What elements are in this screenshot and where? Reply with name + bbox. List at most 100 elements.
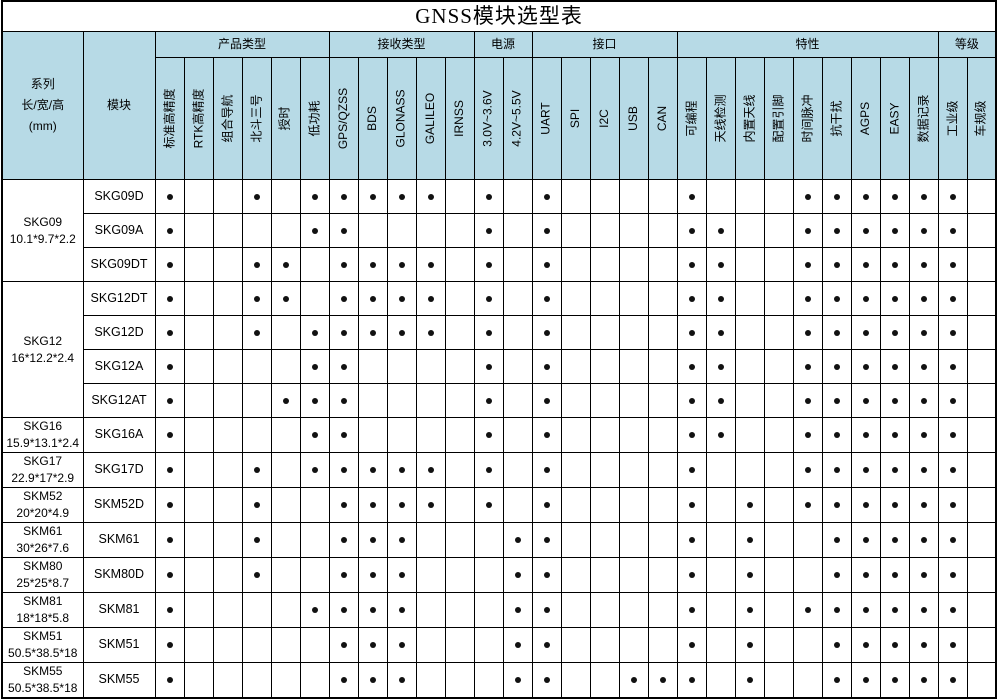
mark-cell	[734, 452, 765, 488]
mark-cell	[357, 417, 388, 453]
mark-dot-icon	[804, 467, 811, 474]
mark-cell	[183, 487, 214, 523]
column-header-wrap: 工业级	[939, 58, 967, 179]
mark-cell	[531, 627, 562, 663]
column-header-cell: 抗干扰	[821, 57, 852, 180]
mark-cell	[270, 662, 301, 699]
mark-cell	[821, 179, 852, 214]
mark-dot-icon	[746, 537, 753, 544]
mark-dot-icon	[485, 502, 492, 509]
mark-dot-icon	[949, 677, 956, 684]
column-header-cell: EASY	[879, 57, 910, 180]
mark-dot-icon	[833, 261, 840, 268]
mark-cell	[560, 349, 591, 384]
mark-cell	[299, 592, 330, 628]
mark-dot-icon	[891, 502, 898, 509]
mark-cell	[618, 281, 649, 316]
module-cell: SKG09A	[82, 213, 156, 248]
column-header-label: BDS	[365, 106, 379, 131]
series-cell: SKG17 22.9*17*2.9	[1, 452, 84, 488]
mark-cell	[879, 522, 910, 558]
module-cell: SKM55	[82, 662, 156, 699]
mark-cell	[937, 662, 968, 699]
mark-dot-icon	[485, 363, 492, 370]
mark-cell	[241, 281, 272, 316]
module-row: SKM51 50.5*38.5*18 SKM51	[1, 627, 997, 663]
mark-cell	[676, 592, 707, 628]
mark-cell	[821, 417, 852, 453]
series-name: SKG12	[23, 333, 63, 348]
mark-cell	[879, 213, 910, 248]
column-header-cell: AGPS	[850, 57, 881, 180]
series-cell: SKG12 16*12.2*2.4	[1, 281, 84, 418]
mark-dot-icon	[398, 677, 405, 684]
mark-dot-icon	[891, 572, 898, 579]
mark-cell	[618, 179, 649, 214]
mark-cell	[328, 452, 359, 488]
mark-cell	[241, 592, 272, 628]
mark-cell	[821, 592, 852, 628]
mark-cell	[386, 662, 417, 699]
mark-cell	[328, 417, 359, 453]
mark-cell	[560, 627, 591, 663]
mark-cell	[792, 487, 823, 523]
mark-cell	[705, 627, 736, 663]
column-header-label: UART	[539, 102, 554, 135]
mark-cell	[966, 557, 997, 593]
mark-cell	[531, 452, 562, 488]
mark-dot-icon	[833, 432, 840, 439]
mark-cell	[850, 522, 881, 558]
mark-cell	[676, 417, 707, 453]
mark-dot-icon	[340, 397, 347, 404]
mark-cell	[792, 349, 823, 384]
mark-cell	[183, 662, 214, 699]
column-header-label: GPS/QZSS	[336, 87, 351, 150]
mark-cell	[589, 627, 620, 663]
mark-cell	[908, 592, 939, 628]
series-cell: SKM80 25*25*8.7	[1, 557, 84, 593]
mark-cell	[415, 487, 446, 523]
mark-dot-icon	[688, 363, 695, 370]
column-header-cell: GLONASS	[386, 57, 417, 180]
mark-cell	[589, 557, 620, 593]
mark-dot-icon	[920, 432, 927, 439]
column-header-wrap: 3.0V~3.6V	[475, 58, 503, 179]
mark-cell	[386, 281, 417, 316]
mark-dot-icon	[862, 261, 869, 268]
module-header-cell: 模块	[82, 31, 156, 180]
column-header-cell: 可编程	[676, 57, 707, 180]
column-header-cell: 内置天线	[734, 57, 765, 180]
mark-cell	[966, 417, 997, 453]
mark-dot-icon	[688, 193, 695, 200]
column-header-cell: 低功耗	[299, 57, 330, 180]
column-group-label: 产品类型	[154, 31, 330, 58]
mark-cell	[734, 592, 765, 628]
mark-dot-icon	[398, 261, 405, 268]
mark-cell	[734, 179, 765, 214]
mark-dot-icon	[543, 432, 550, 439]
column-group-label: 接收类型	[328, 31, 475, 58]
mark-cell	[734, 627, 765, 663]
column-header-wrap: 可编程	[678, 58, 706, 179]
mark-dot-icon	[543, 607, 550, 614]
column-header-wrap: 内置天线	[736, 58, 764, 179]
mark-dot-icon	[485, 467, 492, 474]
mark-dot-icon	[891, 607, 898, 614]
mark-cell	[212, 179, 243, 214]
mark-cell	[647, 522, 678, 558]
column-header-wrap: 组合导航	[214, 58, 242, 179]
mark-dot-icon	[920, 329, 927, 336]
column-header-cell: I2C	[589, 57, 620, 180]
mark-dot-icon	[949, 193, 956, 200]
mark-cell	[618, 213, 649, 248]
mark-dot-icon	[688, 572, 695, 579]
mark-cell	[241, 662, 272, 699]
mark-dot-icon	[427, 261, 434, 268]
mark-dot-icon	[920, 537, 927, 544]
mark-dot-icon	[253, 193, 260, 200]
column-header-cell: SPI	[560, 57, 591, 180]
series-cell: SKM52 20*20*4.9	[1, 487, 84, 523]
series-size: 18*18*5.8	[16, 611, 70, 625]
mark-dot-icon	[949, 572, 956, 579]
